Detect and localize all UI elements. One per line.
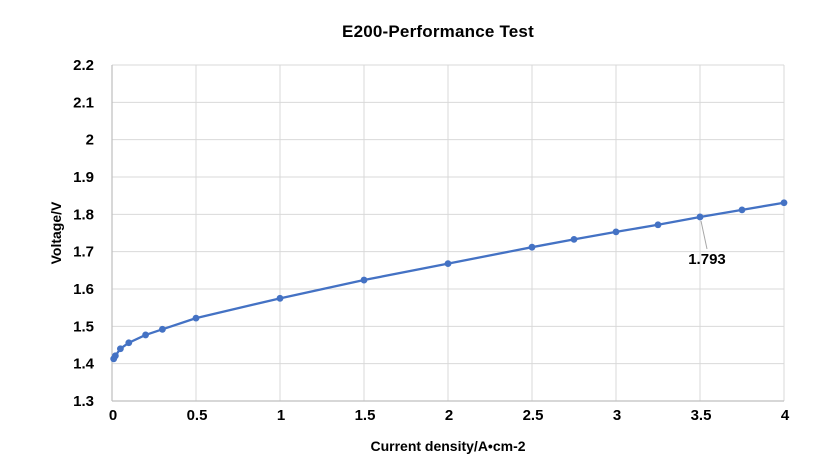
x-tick-label: 3 xyxy=(613,407,621,424)
x-tick-label: 2.5 xyxy=(523,407,544,424)
x-axis-title: Current density/A•cm-2 xyxy=(370,438,526,454)
data-point-marker xyxy=(780,199,788,207)
data-point-marker xyxy=(125,339,133,347)
y-tick-label: 1.7 xyxy=(73,244,94,261)
data-point-marker xyxy=(111,352,119,360)
data-point-marker xyxy=(738,206,746,214)
y-axis-title: Voltage/V xyxy=(48,201,64,265)
x-tick-label: 0 xyxy=(109,407,117,424)
data-point-marker xyxy=(570,235,578,243)
series-line xyxy=(112,201,786,360)
x-tick-label: 1.5 xyxy=(355,407,376,424)
data-label-annotation: 1.793 xyxy=(688,250,726,268)
y-tick-label: 1.6 xyxy=(73,281,94,298)
data-point-marker xyxy=(142,331,150,339)
y-tick-label: 1.5 xyxy=(73,318,94,335)
annotation-leader-line xyxy=(700,220,708,250)
y-tick-label: 1.9 xyxy=(73,169,94,186)
y-tick-label: 2 xyxy=(86,132,94,149)
data-point-marker xyxy=(192,314,200,322)
data-point-marker xyxy=(444,260,452,268)
y-tick-label: 2.2 xyxy=(73,57,94,74)
x-tick-label: 3.5 xyxy=(691,407,712,424)
x-tick-label: 0.5 xyxy=(187,407,208,424)
data-point-marker xyxy=(276,294,284,302)
x-tick-label: 2 xyxy=(445,407,453,424)
data-point-marker xyxy=(528,243,536,251)
y-tick-label: 2.1 xyxy=(73,94,94,111)
chart-title: E200-Performance Test xyxy=(342,22,534,41)
data-point-marker xyxy=(360,276,368,284)
x-tick-label: 4 xyxy=(781,407,790,424)
y-tick-label: 1.4 xyxy=(73,356,95,373)
data-point-marker xyxy=(117,345,124,353)
data-point-marker xyxy=(159,325,166,333)
data-point-marker xyxy=(612,228,620,236)
x-tick-label: 1 xyxy=(277,407,285,424)
y-tick-label: 1.8 xyxy=(73,206,94,223)
data-point-marker xyxy=(696,213,704,221)
data-point-marker xyxy=(654,221,662,229)
y-tick-label: 1.3 xyxy=(73,393,94,410)
